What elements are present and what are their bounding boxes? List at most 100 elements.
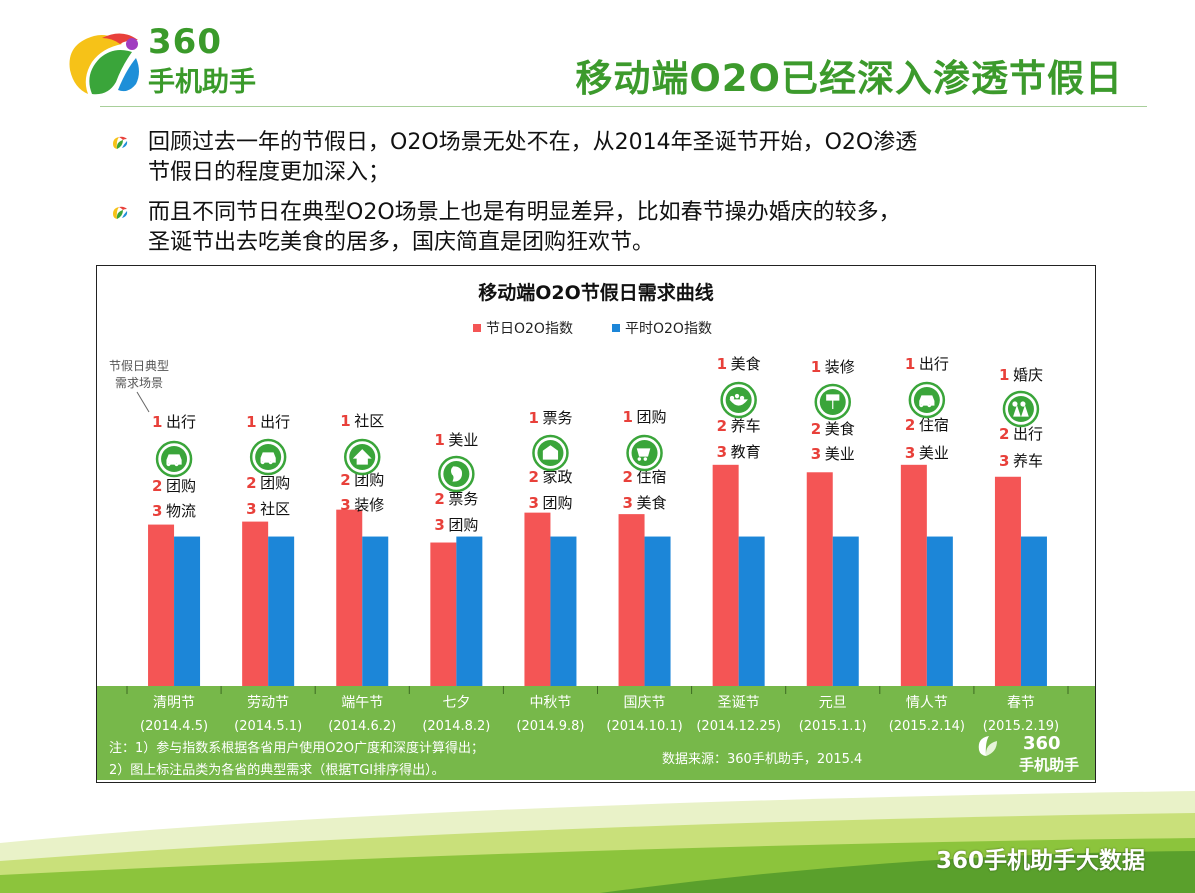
scene-label-1-2: 团购 xyxy=(166,477,196,495)
chart-frame: 移动端O2O节假日需求曲线 节日O2O指数 平时O2O指数 节假日典型 需求场景 清明节 (… xyxy=(96,265,1096,783)
scene-rank-3-1: 1 xyxy=(340,412,350,430)
scene-6-icon xyxy=(636,448,651,461)
scene-rank-5-1: 1 xyxy=(528,409,538,427)
chart-note-2: 2）图上标注品类为各省的典型需求（根据TGI排序得出）。 xyxy=(109,762,445,778)
scene-rank-9-1: 1 xyxy=(905,355,915,373)
scene-rank-10-3: 3 xyxy=(999,452,1009,470)
legend-swatch-2 xyxy=(612,324,620,332)
scene-rank-5-2: 2 xyxy=(528,468,538,486)
callout-pointer xyxy=(136,391,150,413)
bar-regular-6 xyxy=(644,536,671,686)
scene-label-2-1: 出行 xyxy=(260,413,290,431)
bar-regular-4 xyxy=(456,536,483,686)
scene-rank-1-3: 3 xyxy=(152,502,162,520)
scene-label-6-3: 美食 xyxy=(637,494,667,512)
watermark-brand-number: 360 xyxy=(1023,733,1061,754)
scene-label-4-3: 团购 xyxy=(448,516,478,534)
scene-label-4-2: 票务 xyxy=(448,490,478,508)
bar-holiday-4 xyxy=(430,542,457,686)
category-label-5: 中秋节 xyxy=(529,695,571,711)
scene-rank-2-3: 3 xyxy=(246,500,256,518)
scene-9-icon xyxy=(919,395,935,408)
bar-regular-1 xyxy=(174,536,201,686)
scene-rank-7-1: 1 xyxy=(717,355,727,373)
category-date-3: (2014.6.2) xyxy=(328,719,396,734)
scene-label-8-3: 美业 xyxy=(825,445,855,463)
scene-label-3-1: 社区 xyxy=(354,412,384,430)
scene-label-7-1: 美食 xyxy=(731,355,761,373)
bar-holiday-2 xyxy=(242,521,269,686)
bullet-1-line-2: 节假日的程度更加深入； xyxy=(148,160,391,185)
scene-label-2-3: 社区 xyxy=(260,500,290,518)
scene-rank-8-2: 2 xyxy=(811,420,821,438)
bar-regular-3 xyxy=(362,536,389,686)
category-label-2: 劳动节 xyxy=(247,695,289,711)
footer-brand-text: 360手机助手大数据 xyxy=(935,848,1145,874)
category-date-1: (2014.4.5) xyxy=(140,719,208,734)
category-label-6: 国庆节 xyxy=(624,695,666,711)
bar-regular-5 xyxy=(550,536,577,686)
page-title: 移动端O2O已经深入渗透节假日 xyxy=(575,57,1123,100)
callout-line-2: 需求场景 xyxy=(115,376,163,390)
bullet-logo-icon xyxy=(113,206,128,219)
scene-label-5-2: 家政 xyxy=(542,468,572,486)
bar-holiday-10 xyxy=(994,476,1021,686)
category-label-7: 圣诞节 xyxy=(718,695,760,711)
scene-label-5-1: 票务 xyxy=(542,409,572,427)
bar-holiday-7 xyxy=(712,464,739,686)
chart-title: 移动端O2O节假日需求曲线 xyxy=(478,281,714,304)
scene-label-4-1: 美业 xyxy=(448,431,478,449)
scene-label-10-2: 出行 xyxy=(1013,425,1043,443)
scene-label-8-2: 美食 xyxy=(825,420,855,438)
watermark-logo-icon xyxy=(985,741,997,756)
bar-regular-9 xyxy=(926,536,953,686)
scene-rank-2-2: 2 xyxy=(246,474,256,492)
category-date-5: (2014.9.8) xyxy=(516,719,584,734)
legend-swatch-1 xyxy=(473,324,481,332)
scene-rank-3-3: 3 xyxy=(340,496,350,514)
chart-note-1: 注：1）参与指数系根据各省用户使用O2O广度和深度计算得出； xyxy=(109,740,484,756)
bar-regular-10 xyxy=(1020,536,1047,686)
category-date-10: (2015.2.19) xyxy=(983,719,1059,734)
scene-label-5-3: 团购 xyxy=(542,494,572,512)
category-date-2: (2014.5.1) xyxy=(234,719,302,734)
scene-label-3-2: 团购 xyxy=(354,471,384,489)
callout-line-1: 节假日典型 xyxy=(109,359,169,373)
scene-4-icon xyxy=(450,466,463,482)
scene-label-6-2: 住宿 xyxy=(637,468,667,486)
scene-8-icon xyxy=(826,394,840,409)
bar-holiday-5 xyxy=(524,512,551,686)
scene-3-icon xyxy=(352,449,372,465)
scene-label-1-1: 出行 xyxy=(166,413,196,431)
bullet-logo-icon xyxy=(113,136,128,149)
scene-rank-3-2: 2 xyxy=(340,471,350,489)
watermark-logo-icon xyxy=(978,736,989,756)
brand-name-number: 360 xyxy=(148,22,222,62)
scene-5-icon xyxy=(542,445,559,460)
category-date-9: (2015.2.14) xyxy=(889,719,965,734)
scene-label-1-3: 物流 xyxy=(166,502,196,520)
bar-holiday-3 xyxy=(336,509,363,686)
scene-label-6-1: 团购 xyxy=(637,408,667,426)
category-date-4: (2014.8.2) xyxy=(422,719,490,734)
scene-rank-4-1: 1 xyxy=(434,431,444,449)
category-label-4: 七夕 xyxy=(442,695,470,711)
category-label-8: 元旦 xyxy=(819,695,847,711)
scene-2-icon xyxy=(260,452,276,465)
watermark-brand-chinese: 手机助手 xyxy=(1019,756,1079,774)
scene-rank-6-1: 1 xyxy=(623,408,633,426)
brand-logo-icon xyxy=(69,33,139,95)
category-label-10: 春节 xyxy=(1007,695,1035,711)
bar-regular-7 xyxy=(738,536,765,686)
scene-rank-10-2: 2 xyxy=(999,425,1009,443)
category-label-3: 端午节 xyxy=(341,695,383,711)
scene-rank-4-2: 2 xyxy=(434,490,444,508)
category-label-1: 清明节 xyxy=(153,695,195,711)
scene-rank-1-2: 2 xyxy=(152,477,162,495)
bar-holiday-8 xyxy=(806,472,833,686)
category-date-8: (2015.1.1) xyxy=(799,719,867,734)
scene-rank-9-3: 3 xyxy=(905,444,915,462)
title-divider xyxy=(100,106,1147,107)
brand-name-chinese: 手机助手 xyxy=(148,67,256,98)
